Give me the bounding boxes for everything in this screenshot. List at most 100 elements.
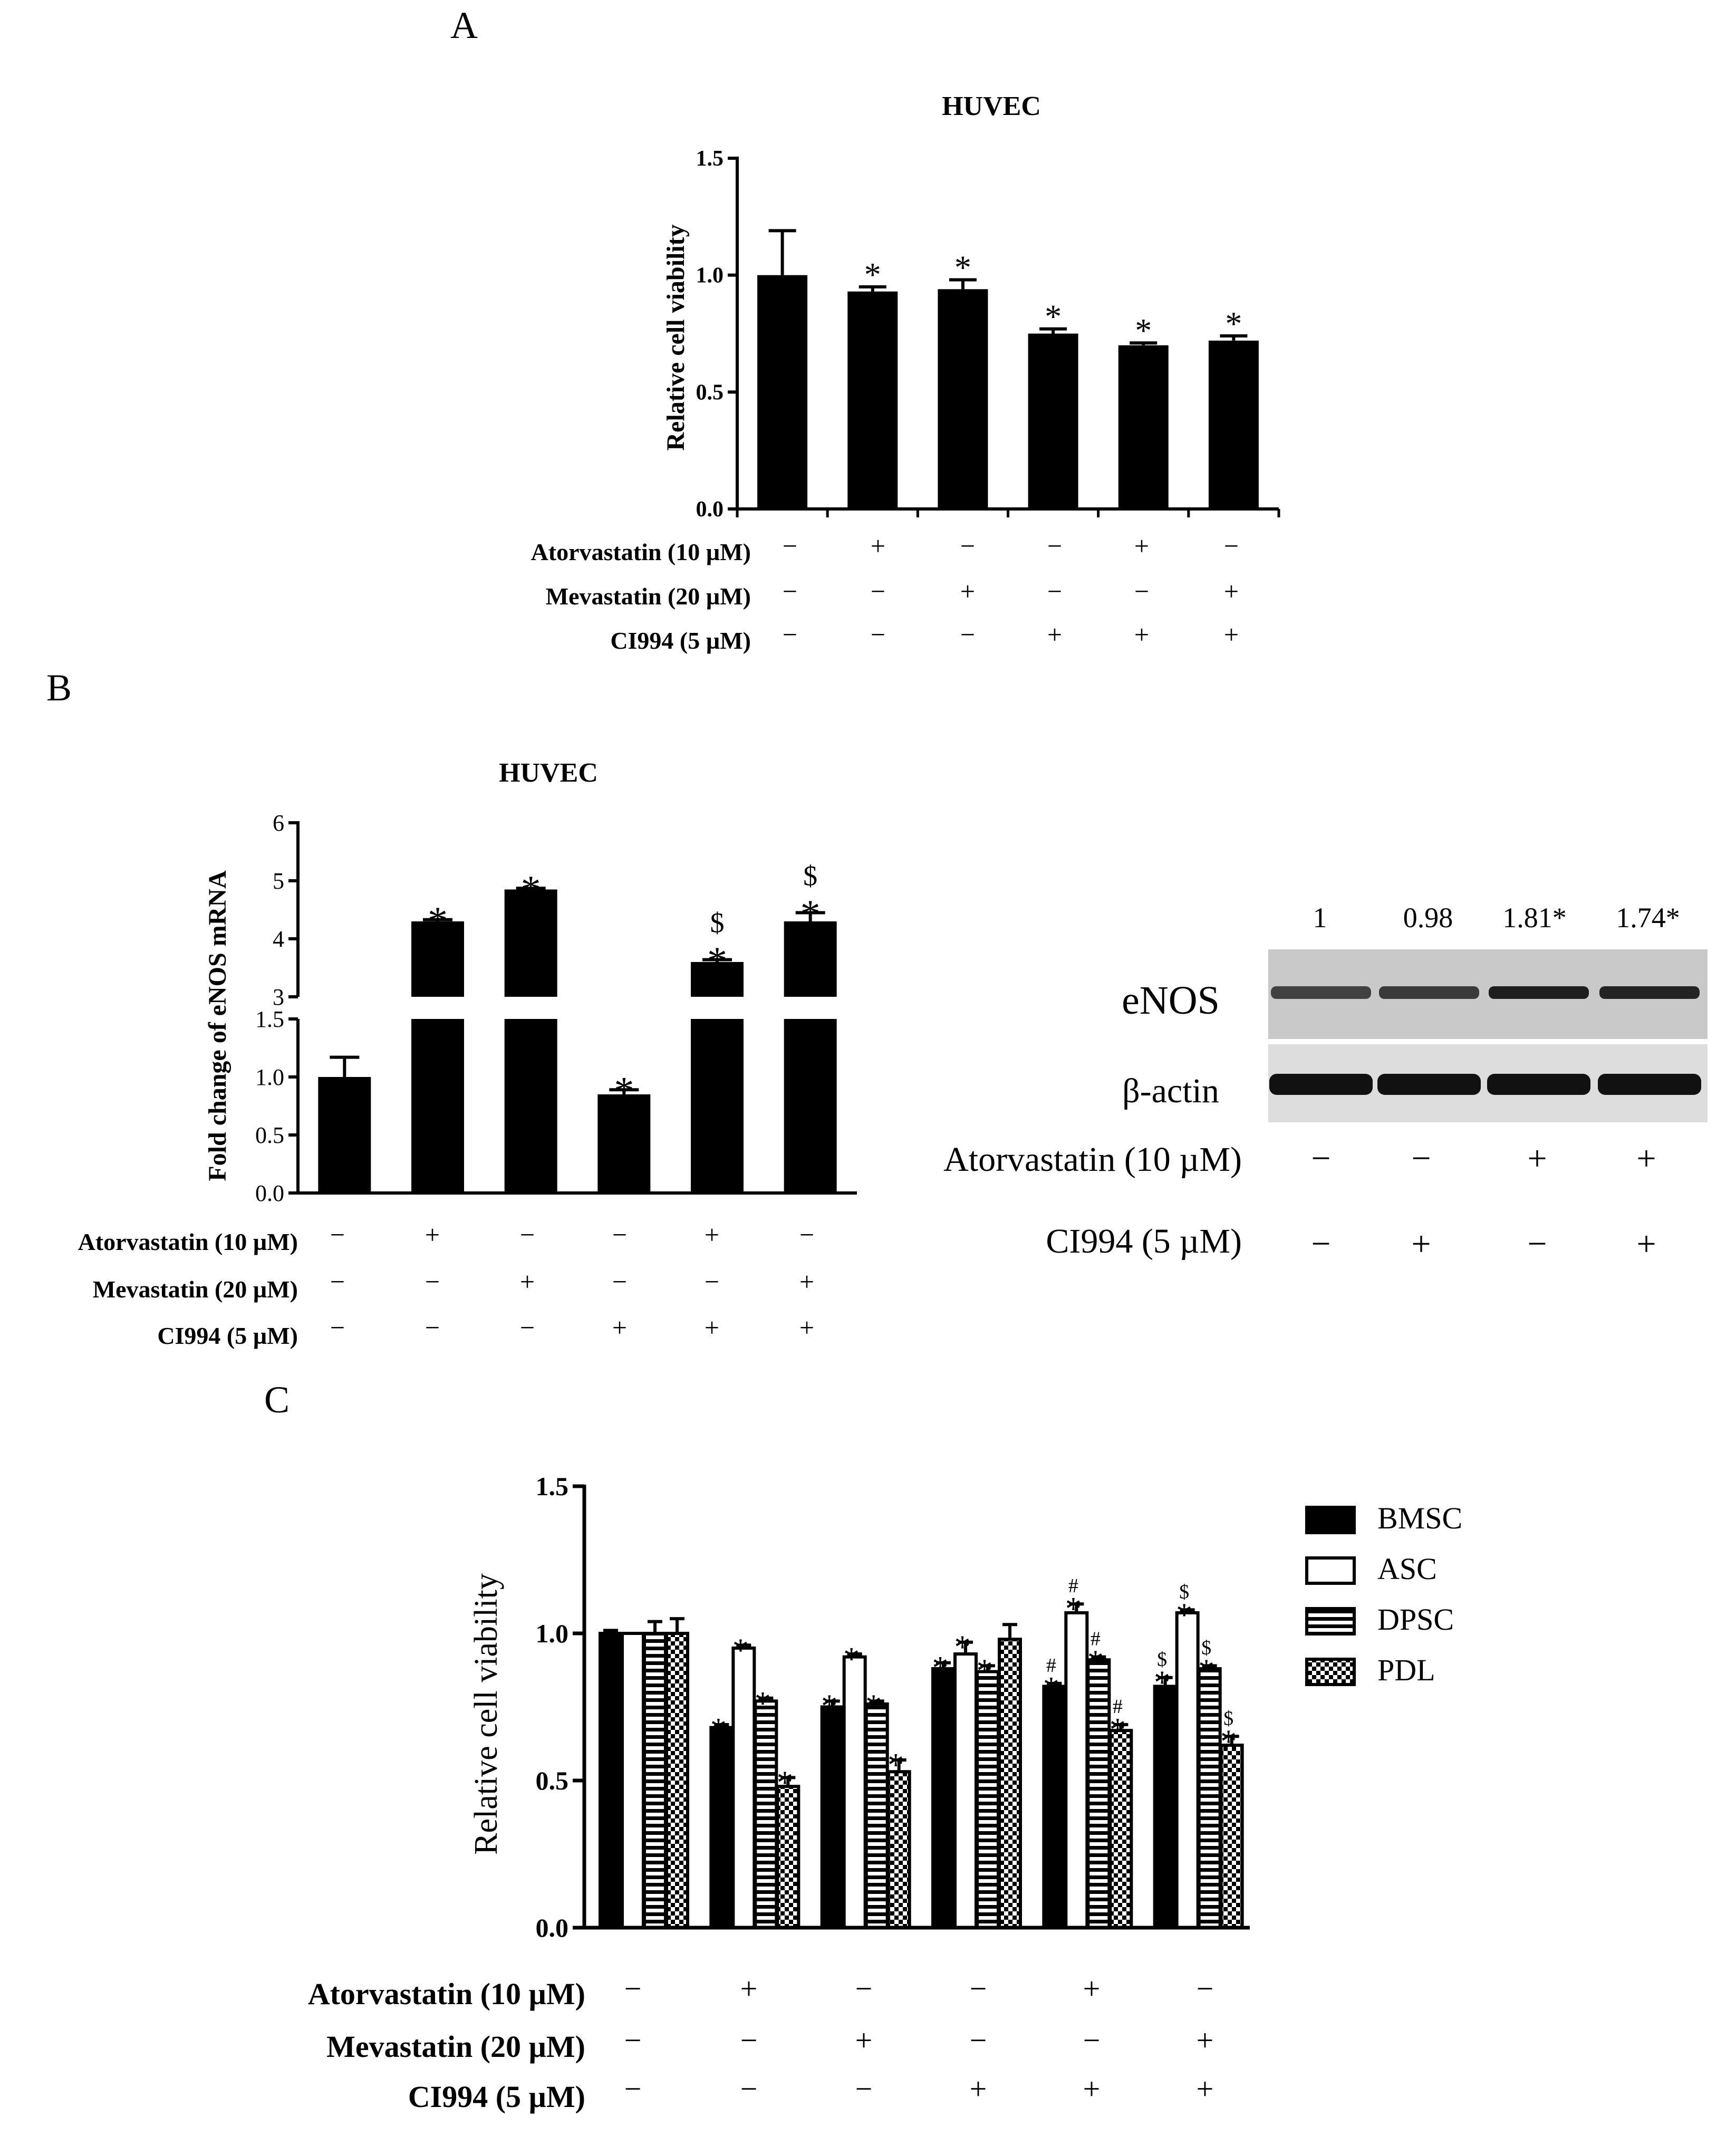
group-marker: $ bbox=[1157, 1649, 1167, 1671]
bar-lower-segment bbox=[691, 1019, 744, 1193]
plus-sign: + bbox=[855, 2023, 873, 2057]
panel-b-y-axis-label: Fold change of eNOS mRNA bbox=[204, 870, 232, 1181]
bar-bmsc bbox=[820, 1705, 845, 1929]
blot-label-beta-actin: β-actin bbox=[1122, 1072, 1219, 1110]
blot-band-enos bbox=[1489, 986, 1589, 999]
significance-marker: * bbox=[732, 1632, 749, 1668]
plus-sign: + bbox=[740, 1971, 758, 2006]
significance-marker: * bbox=[1135, 312, 1152, 349]
significance-marker: * bbox=[1176, 1597, 1192, 1633]
significance-marker: * bbox=[1087, 1644, 1104, 1680]
group-marker: # bbox=[1068, 1575, 1078, 1597]
panel-c-legend: BMSC ASC DPSC PDL bbox=[1305, 1501, 1462, 1687]
y-tick-label: 3 bbox=[273, 984, 284, 1010]
significance-marker: * bbox=[521, 868, 541, 912]
legend-swatch-pdl bbox=[1305, 1658, 1356, 1686]
bar-dpsc bbox=[864, 1702, 889, 1929]
plus-sign: + bbox=[1083, 1971, 1101, 2006]
plus-sign: + bbox=[520, 1267, 535, 1296]
bar-bmsc bbox=[709, 1726, 734, 1930]
bar-dpsc bbox=[643, 1632, 667, 1929]
y-tick-label: 4 bbox=[273, 926, 284, 952]
y-tick-label: 0.5 bbox=[536, 1766, 569, 1795]
significance-marker: * bbox=[1225, 305, 1242, 342]
legend-swatch-bmsc bbox=[1305, 1506, 1356, 1534]
minus-sign: − bbox=[855, 1971, 873, 2006]
panel-c-chart: ****# *$* * **#*$* ** *#*$* **#*$0.00.51.01.5 bbox=[536, 1471, 1250, 1942]
plus-sign: + bbox=[612, 1313, 627, 1342]
treatment-label-atorvastatin: Atorvastatin (10 µM) bbox=[78, 1228, 298, 1255]
minus-sign: − bbox=[1527, 1225, 1547, 1263]
panel-c-y-axis-label: Relative cell viability bbox=[468, 1573, 504, 1855]
bar-asc bbox=[1175, 1611, 1200, 1929]
minus-sign: − bbox=[783, 576, 797, 606]
bar-pdl bbox=[776, 1785, 801, 1929]
plus-sign: + bbox=[1134, 531, 1149, 561]
minus-sign: − bbox=[960, 620, 975, 649]
bar bbox=[757, 275, 808, 509]
plus-sign: + bbox=[970, 2072, 987, 2106]
panel-b-letter: B bbox=[46, 667, 72, 709]
bar bbox=[411, 921, 464, 997]
bar-dpsc bbox=[1086, 1658, 1111, 1929]
bar-asc bbox=[621, 1632, 645, 1929]
bar bbox=[847, 291, 898, 509]
blot-band-beta-actin bbox=[1269, 1074, 1373, 1095]
blot-quant-value: 0.98 bbox=[1403, 902, 1453, 934]
bar bbox=[597, 1094, 651, 1193]
panel-c-letter: C bbox=[264, 1379, 290, 1421]
bar bbox=[691, 962, 744, 997]
blot-band-enos bbox=[1271, 986, 1371, 999]
bar-bmsc bbox=[599, 1632, 623, 1929]
bar bbox=[1028, 333, 1078, 509]
y-tick-label: 0.5 bbox=[255, 1122, 284, 1148]
significance-marker: * bbox=[614, 1069, 634, 1113]
minus-sign: − bbox=[1047, 531, 1062, 561]
minus-sign: − bbox=[1411, 1139, 1431, 1178]
significance-marker: * bbox=[954, 1630, 971, 1666]
bar bbox=[1118, 345, 1169, 509]
bar bbox=[938, 289, 988, 509]
plus-sign: + bbox=[705, 1220, 719, 1249]
minus-sign: − bbox=[624, 1971, 642, 2006]
y-tick-label: 0.0 bbox=[536, 1913, 569, 1942]
minus-sign: − bbox=[960, 531, 975, 561]
legend-label-dpsc: DPSC bbox=[1377, 1602, 1454, 1637]
bar-asc bbox=[953, 1652, 978, 1930]
plus-sign: + bbox=[1636, 1139, 1656, 1178]
significance-marker: * bbox=[932, 1650, 949, 1686]
y-tick-label: 1.0 bbox=[255, 1064, 284, 1090]
plus-sign: + bbox=[1197, 2072, 1214, 2106]
minus-sign: − bbox=[1311, 1139, 1330, 1178]
bar-pdl bbox=[1219, 1744, 1244, 1930]
bar-asc bbox=[842, 1655, 867, 1929]
bar-dpsc bbox=[976, 1670, 1000, 1930]
group-marker: $ bbox=[1223, 1707, 1233, 1729]
blot-label-enos: eNOS bbox=[1122, 978, 1220, 1023]
plus-sign: + bbox=[1047, 620, 1062, 649]
plus-sign: + bbox=[1411, 1225, 1431, 1263]
bar bbox=[318, 1077, 371, 1193]
blot-band-beta-actin bbox=[1487, 1074, 1590, 1095]
minus-sign: − bbox=[871, 576, 885, 606]
minus-sign: − bbox=[783, 620, 797, 649]
minus-sign: − bbox=[1311, 1225, 1330, 1263]
minus-sign: − bbox=[1197, 1971, 1214, 2006]
panel-c-treatment-table: Atorvastatin (10 µM) Mevastatin (20 µM) … bbox=[308, 1971, 1214, 2114]
y-tick-label: 0.0 bbox=[255, 1180, 284, 1206]
blot-band-enos bbox=[1379, 986, 1479, 999]
plus-sign: + bbox=[1197, 2023, 1214, 2057]
significance-marker: * bbox=[1198, 1653, 1214, 1689]
significance-marker: * bbox=[1045, 298, 1062, 335]
minus-sign: − bbox=[520, 1313, 535, 1342]
minus-sign: − bbox=[705, 1267, 719, 1296]
minus-sign: − bbox=[520, 1220, 535, 1249]
bar-asc bbox=[1064, 1611, 1089, 1929]
significance-marker: * bbox=[710, 1712, 727, 1748]
significance-marker: * bbox=[1154, 1665, 1170, 1701]
bar bbox=[784, 921, 837, 997]
minus-sign: − bbox=[871, 620, 885, 649]
y-tick-label: 6 bbox=[273, 810, 284, 836]
